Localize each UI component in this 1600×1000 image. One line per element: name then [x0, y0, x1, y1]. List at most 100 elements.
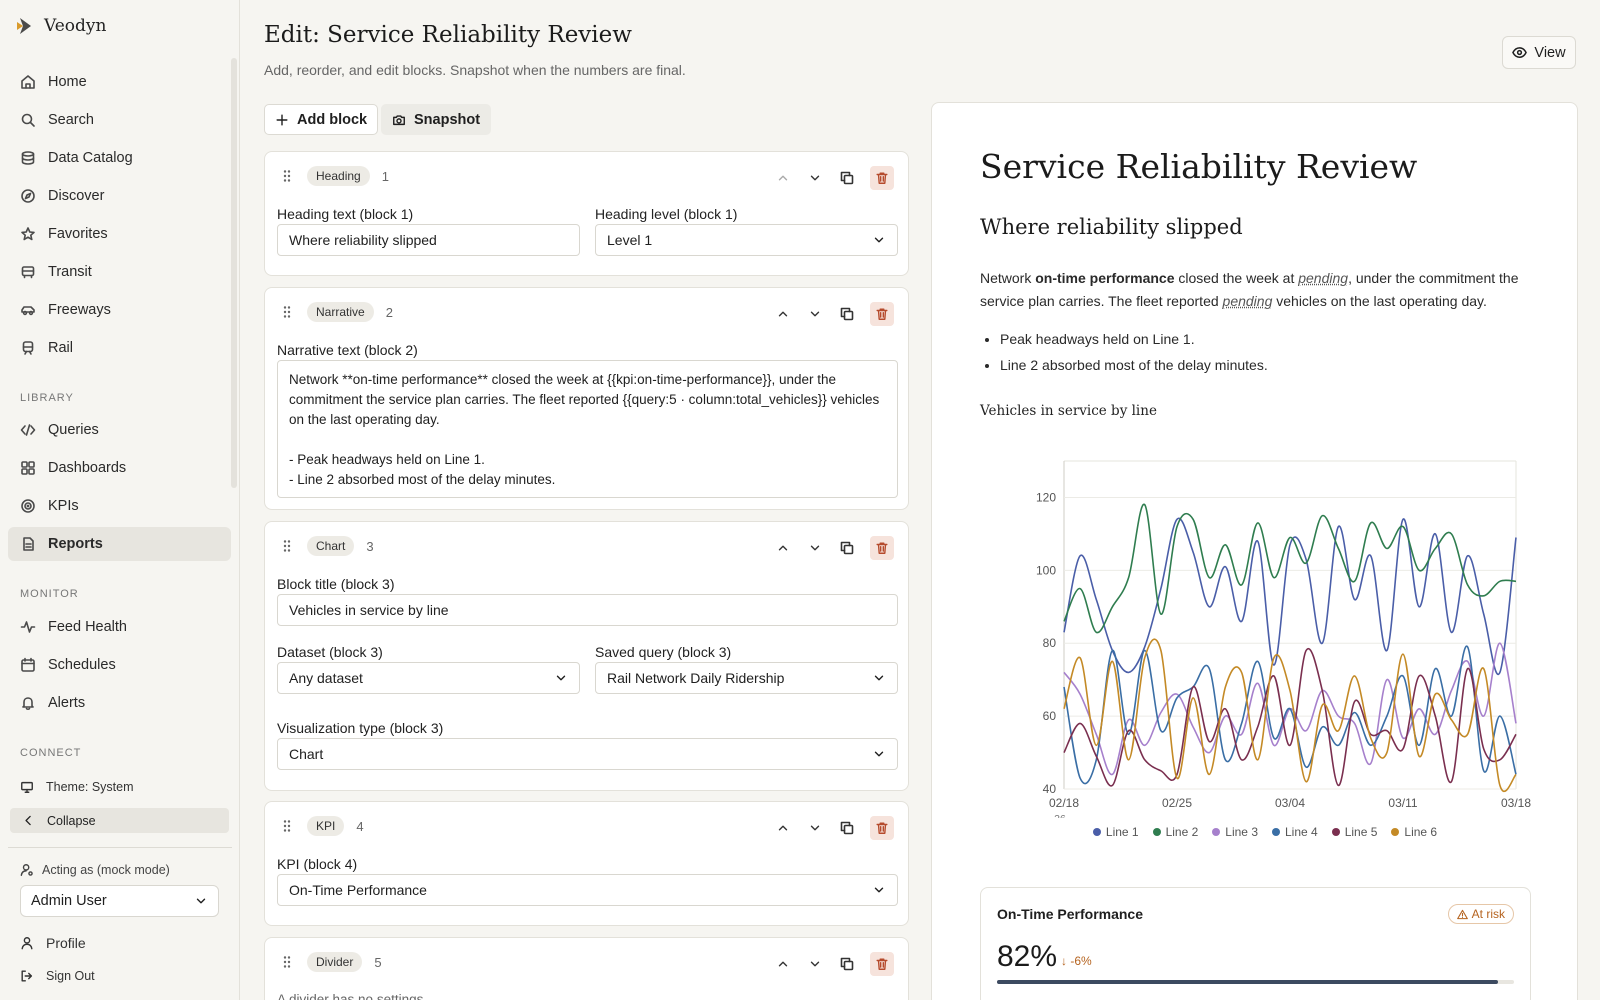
acting-user-select[interactable]: Admin User [20, 885, 219, 917]
sign-out-icon [21, 970, 33, 982]
sidebar-item-data-catalog[interactable]: Data Catalog [8, 141, 231, 175]
block-heading: Heading 1 Heading text (block 1) Where r… [264, 151, 909, 276]
heading-level-select[interactable]: Level 1 [595, 224, 898, 256]
sidebar-scrollbar[interactable] [231, 58, 237, 488]
block-type-tag: Chart [307, 536, 355, 556]
chevron-down-icon [874, 237, 884, 243]
dataset-label: Dataset (block 3) [277, 644, 383, 660]
duplicate-button[interactable] [838, 305, 856, 323]
line-chart[interactable]: 40 60 80 100 120 02/18 26 02/25 03/04 03/11 03/18 [980, 433, 1540, 818]
chevron-left-icon [25, 815, 31, 826]
block-type-tag: Heading [307, 166, 370, 186]
train-icon [22, 341, 34, 355]
delete-button[interactable] [870, 302, 894, 326]
duplicate-button[interactable] [838, 955, 856, 973]
trash-icon [876, 958, 888, 970]
add-block-button[interactable]: Add block [264, 104, 379, 135]
delete-button[interactable] [870, 536, 894, 560]
legend-item[interactable]: Line 5 [1331, 825, 1377, 839]
kpi-select[interactable]: On-Time Performance [277, 874, 898, 906]
chevron-down-icon [874, 887, 884, 893]
kpi-select-label: KPI (block 4) [277, 856, 358, 872]
heading-text-value: Where reliability slipped [289, 232, 437, 248]
narrative-textarea[interactable]: Network **on-time performance** closed t… [277, 360, 898, 498]
snapshot-button[interactable]: Snapshot [381, 104, 492, 135]
sidebar-item-rail[interactable]: Rail [8, 331, 231, 365]
sidebar-item-reports[interactable]: Reports [8, 527, 231, 561]
view-button[interactable]: View [1502, 36, 1576, 69]
move-up-button[interactable] [774, 169, 792, 187]
duplicate-button[interactable] [838, 819, 856, 837]
viz-type-select[interactable]: Chart [277, 738, 898, 770]
sidebar-item-freeways[interactable]: Freeways [8, 293, 231, 327]
sidebar-item-transit[interactable]: Transit [8, 255, 231, 289]
brand[interactable]: Veodyn [14, 15, 106, 37]
drag-handle-icon[interactable] [279, 954, 295, 970]
dataset-select[interactable]: Any dataset [277, 662, 580, 694]
block-type-tag: Narrative [307, 302, 374, 322]
legend-item[interactable]: Line 1 [1092, 825, 1139, 839]
legend-item[interactable]: Line 6 [1391, 825, 1437, 839]
y-tick-label: 60 [1043, 709, 1057, 723]
move-down-button[interactable] [806, 819, 824, 837]
legend-item[interactable]: Line 4 [1272, 825, 1318, 839]
sidebar-item-discover[interactable]: Discover [8, 179, 231, 213]
database-icon [21, 151, 35, 165]
car-icon [21, 306, 35, 316]
delete-button[interactable] [870, 816, 894, 840]
drag-handle-icon[interactable] [279, 304, 295, 320]
saved-query-label: Saved query (block 3) [595, 644, 732, 660]
sidebar-item-schedules[interactable]: Schedules [8, 648, 231, 682]
block-header: KPI 4 [279, 816, 364, 836]
sidebar-item-alerts[interactable]: Alerts [8, 686, 231, 720]
saved-query-select[interactable]: Rail Network Daily Ridership [595, 662, 898, 694]
sidebar-item-search[interactable]: Search [8, 103, 231, 137]
drag-handle-icon[interactable] [279, 538, 295, 554]
sign-out-link[interactable]: Sign Out [20, 969, 95, 983]
grid-icon [21, 461, 35, 475]
delete-button[interactable] [870, 952, 894, 976]
legend-item[interactable]: Line 2 [1152, 825, 1199, 839]
sidebar-item-queries[interactable]: Queries [8, 413, 231, 447]
plus-icon [276, 113, 288, 126]
block-title-input[interactable]: Vehicles in service by line [277, 594, 898, 626]
legend-item[interactable]: Line 3 [1212, 825, 1258, 839]
sidebar-item-kpis[interactable]: KPIs [8, 489, 231, 523]
chevron-up-icon [778, 175, 788, 181]
move-down-button[interactable] [806, 539, 824, 557]
profile-link[interactable]: Profile [20, 935, 86, 951]
drag-handle-icon[interactable] [279, 168, 295, 184]
y-tick-label: 120 [1036, 490, 1056, 504]
move-up-button[interactable] [774, 539, 792, 557]
trash-icon [876, 172, 888, 184]
sidebar-item-favorites[interactable]: Favorites [8, 217, 231, 251]
move-down-button[interactable] [806, 955, 824, 973]
theme-toggle[interactable]: Theme: System [20, 780, 134, 794]
list-item: Line 2 absorbed most of the delay minute… [1000, 352, 1268, 378]
move-down-button[interactable] [806, 305, 824, 323]
kpi-progress-bar [997, 980, 1514, 984]
move-up-button[interactable] [774, 819, 792, 837]
delete-button[interactable] [870, 166, 894, 190]
bell-icon [22, 697, 34, 711]
preview-bullets: Peak headways held on Line 1. Line 2 abs… [1000, 326, 1268, 378]
move-up-button[interactable] [774, 305, 792, 323]
sidebar-item-home[interactable]: Home [8, 65, 231, 99]
move-up-button[interactable] [774, 955, 792, 973]
drag-handle-icon[interactable] [279, 818, 295, 834]
collapse-button[interactable]: Collapse [10, 808, 229, 833]
trash-icon [876, 308, 888, 320]
theme-label: Theme: System [46, 780, 134, 794]
sidebar-item-feed-health[interactable]: Feed Health [8, 610, 231, 644]
kpi-card[interactable]: On-Time Performance At risk 82% ↓ -6% [980, 887, 1531, 1000]
legend-label: Line 2 [1165, 825, 1199, 839]
sidebar-item-label: Discover [48, 188, 105, 204]
duplicate-button[interactable] [838, 169, 856, 187]
heading-text-input[interactable]: Where reliability slipped [277, 224, 580, 256]
duplicate-button[interactable] [838, 539, 856, 557]
sidebar-item-dashboards[interactable]: Dashboards [8, 451, 231, 485]
block-title-value: Vehicles in service by line [289, 602, 449, 618]
chart-legend: Line 1 Line 2 Line 3 Line 4 Line 5 Line 6 [980, 825, 1550, 839]
move-down-button[interactable] [806, 169, 824, 187]
view-label: View [1534, 44, 1566, 61]
